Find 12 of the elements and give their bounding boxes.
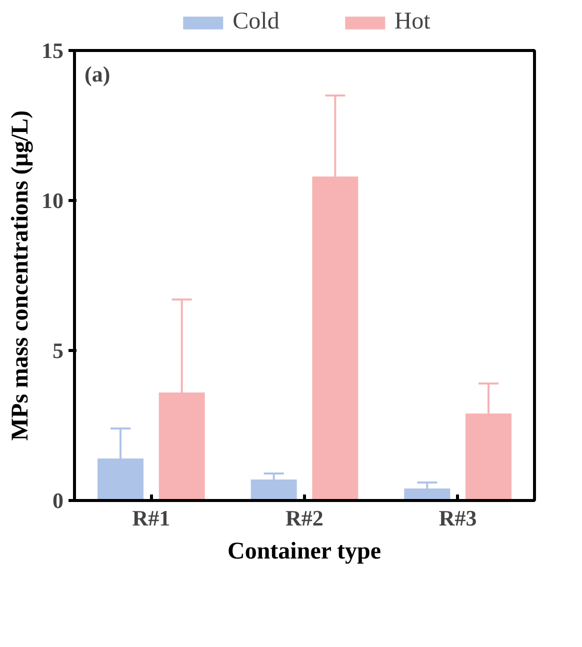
legend-label: Hot [394,8,430,36]
x-axis-title: Container type [228,538,382,564]
y-tick-label: 15 [42,38,64,63]
y-tick-label: 0 [52,488,64,513]
y-tick-label: 10 [42,188,64,213]
x-tick-label: R#2 [286,506,324,530]
y-axis-title: MPs mass concentrations (μg/L) [8,110,34,441]
x-tick-label: R#1 [132,506,170,530]
legend-label: Cold [232,8,280,36]
annotation: (a) [84,62,110,86]
x-tick-label: R#3 [438,506,477,530]
y-tick-label: 5 [52,338,64,363]
